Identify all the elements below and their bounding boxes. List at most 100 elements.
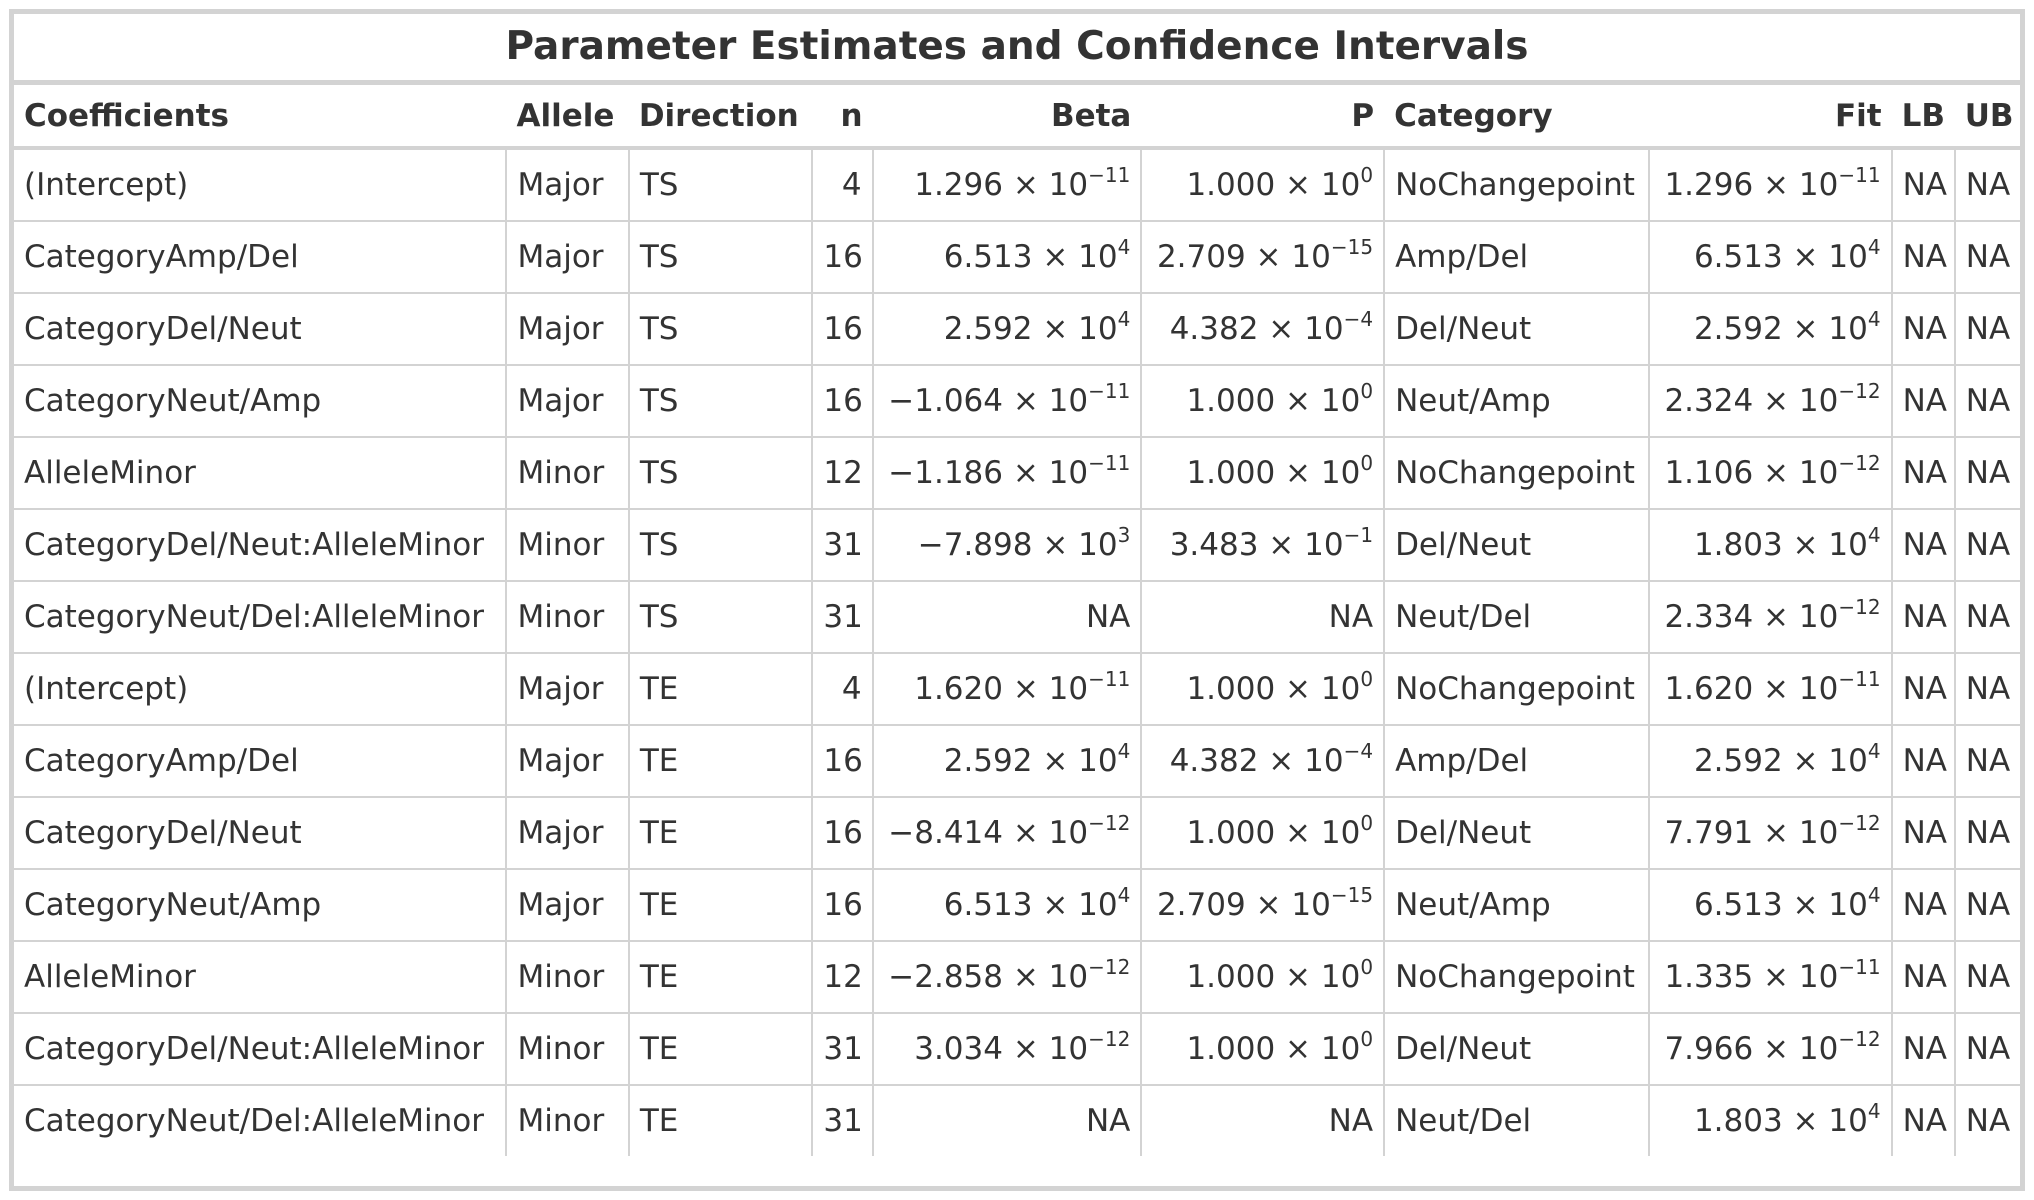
cell-lb: NA [1890,220,1955,293]
cell-allele: Major [505,724,629,797]
cell-direction: TS [627,580,813,653]
cell-n: 16 [811,364,873,437]
header-row: Coefficients Allele Direction n Beta P Categor… [14,85,2020,150]
cell-fit: 7.791 × 10−12 [1647,796,1892,869]
cell-lb: NA [1890,436,1955,509]
cell-p: 1.000 × 100 [1140,652,1385,725]
table-row: CategoryNeut/Del:AlleleMinor Minor TE 31 NA N… [14,1084,2020,1156]
column-header-category: Category [1384,85,1649,150]
cell-lb: NA [1890,1012,1955,1085]
cell-allele: Major [505,364,629,437]
cell-p: 3.483 × 10−1 [1140,508,1385,581]
parameter-table: Parameter Estimates and Confidence Inter… [14,14,2020,1156]
cell-p: 1.000 × 100 [1140,796,1385,869]
cell-allele: Minor [505,1012,629,1085]
cell-lb: NA [1890,148,1955,221]
cell-coef: CategoryNeut/Del:AlleleMinor [14,580,507,653]
cell-beta: 3.034 × 10−12 [871,1012,1142,1085]
cell-beta: NA [871,1084,1142,1156]
cell-n: 16 [811,292,873,365]
cell-coef: CategoryNeut/Amp [14,868,507,941]
cell-allele: Minor [505,940,629,1013]
cell-coef: AlleleMinor [14,940,507,1013]
cell-beta: 2.592 × 104 [871,724,1142,797]
column-header-ub: UB [1954,85,2020,150]
cell-direction: TS [627,364,813,437]
column-header-lb: LB [1891,85,1955,150]
cell-lb: NA [1890,292,1955,365]
cell-ub: NA [1953,940,2020,1013]
cell-direction: TE [627,1084,813,1156]
cell-p: 1.000 × 100 [1140,1012,1385,1085]
cell-allele: Minor [505,1084,629,1156]
cell-coef: AlleleMinor [14,436,507,509]
table-row: CategoryNeut/Amp Major TE 16 6.513 × 104 2.70… [14,868,2020,941]
cell-category: NoChangepoint [1383,148,1649,221]
cell-category: Neut/Amp [1383,868,1649,941]
cell-beta: −8.414 × 10−12 [871,796,1142,869]
cell-allele: Minor [505,436,629,509]
cell-coef: CategoryDel/Neut:AlleleMinor [14,508,507,581]
cell-beta: −7.898 × 103 [871,508,1142,581]
cell-direction: TE [627,724,813,797]
cell-beta: 1.296 × 10−11 [871,148,1142,221]
cell-ub: NA [1953,508,2020,581]
cell-direction: TE [627,868,813,941]
cell-p: NA [1140,1084,1385,1156]
cell-fit: 7.966 × 10−12 [1647,1012,1892,1085]
cell-allele: Major [505,148,629,221]
cell-direction: TS [627,220,813,293]
cell-beta: NA [871,580,1142,653]
table-row: CategoryDel/Neut Major TE 16 −8.414 × 10−12 1… [14,796,2020,869]
cell-category: NoChangepoint [1383,652,1649,725]
cell-n: 16 [811,220,873,293]
cell-fit: 6.513 × 104 [1647,220,1892,293]
cell-n: 31 [811,580,873,653]
cell-category: Del/Neut [1383,1012,1649,1085]
cell-beta: −1.186 × 10−11 [871,436,1142,509]
cell-coef: CategoryNeut/Del:AlleleMinor [14,1084,507,1156]
cell-direction: TS [627,436,813,509]
cell-allele: Major [505,652,629,725]
cell-n: 12 [811,436,873,509]
table-row: CategoryAmp/Del Major TS 16 6.513 × 104 2.709… [14,220,2020,293]
cell-allele: Minor [505,580,629,653]
cell-allele: Minor [505,508,629,581]
cell-ub: NA [1953,652,2020,725]
cell-lb: NA [1890,940,1955,1013]
cell-lb: NA [1890,1084,1955,1156]
cell-beta: 1.620 × 10−11 [871,652,1142,725]
table-body: (Intercept) Major TS 4 1.296 × 10−11 1.000 × … [14,148,2020,1156]
cell-p: 1.000 × 100 [1140,364,1385,437]
cell-direction: TS [627,148,813,221]
cell-allele: Major [505,868,629,941]
cell-coef: CategoryDel/Neut [14,292,507,365]
cell-coef: CategoryAmp/Del [14,220,507,293]
cell-fit: 1.803 × 104 [1647,1084,1892,1156]
cell-category: NoChangepoint [1383,940,1649,1013]
cell-direction: TS [627,508,813,581]
table-row: CategoryNeut/Amp Major TS 16 −1.064 × 10−11 1… [14,364,2020,437]
cell-n: 16 [811,724,873,797]
cell-lb: NA [1890,724,1955,797]
cell-coef: CategoryDel/Neut:AlleleMinor [14,1012,507,1085]
cell-coef: CategoryAmp/Del [14,724,507,797]
cell-fit: 1.620 × 10−11 [1647,652,1892,725]
cell-lb: NA [1890,868,1955,941]
cell-direction: TE [627,940,813,1013]
table-row: CategoryDel/Neut Major TS 16 2.592 × 104 4.38… [14,292,2020,365]
table-frame: Parameter Estimates and Confidence Inter… [9,9,2025,1191]
cell-p: 1.000 × 100 [1140,148,1385,221]
column-header-beta: Beta [872,85,1142,150]
table-row: (Intercept) Major TE 4 1.620 × 10−11 1.000 × … [14,652,2020,725]
cell-p: NA [1140,580,1385,653]
table-row: AlleleMinor Minor TE 12 −2.858 × 10−12 1.000 … [14,940,2020,1013]
cell-n: 16 [811,796,873,869]
cell-ub: NA [1953,580,2020,653]
cell-ub: NA [1953,724,2020,797]
cell-beta: 6.513 × 104 [871,868,1142,941]
cell-fit: 1.296 × 10−11 [1647,148,1892,221]
table-row: AlleleMinor Minor TS 12 −1.186 × 10−11 1.000 … [14,436,2020,509]
cell-ub: NA [1953,1084,2020,1156]
cell-ub: NA [1953,436,2020,509]
